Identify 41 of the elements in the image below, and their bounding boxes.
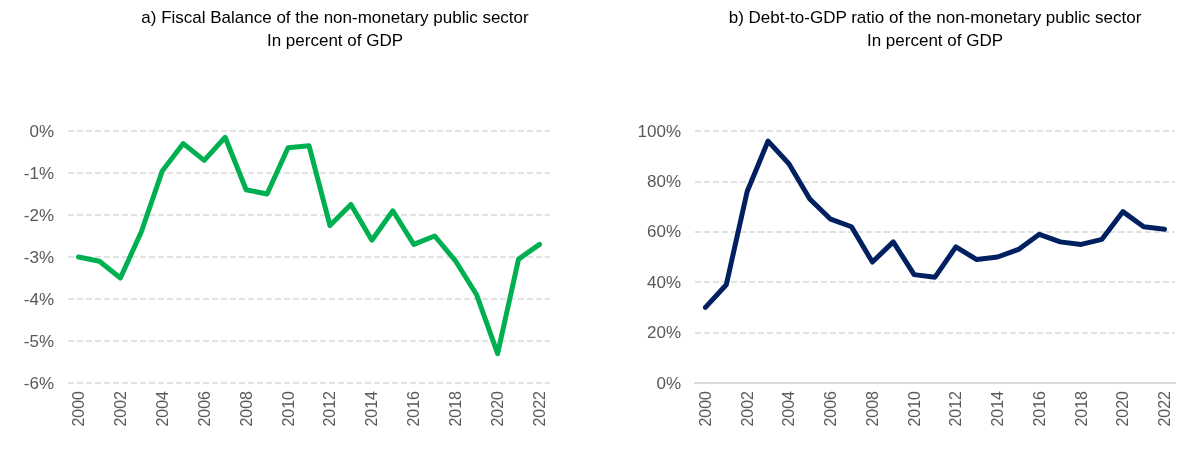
x-tick-label: 2000 — [696, 390, 714, 427]
y-tick-label: -5% — [23, 331, 54, 351]
x-tick-label: 2016 — [1030, 390, 1048, 427]
y-tick-label: -1% — [23, 163, 54, 183]
x-tick-label: 2020 — [1114, 390, 1132, 427]
x-tick-label: 2008 — [237, 390, 255, 427]
y-tick-label: -3% — [23, 247, 54, 267]
x-tick-label: 2002 — [111, 390, 129, 427]
y-tick-label: 60% — [646, 222, 681, 242]
y-tick-label: 40% — [646, 272, 681, 292]
x-tick-label: 2012 — [321, 390, 339, 427]
y-tick-label: -4% — [23, 289, 54, 309]
x-tick-label: 2022 — [531, 390, 549, 427]
x-tick-label: 2004 — [780, 390, 798, 427]
chart-subtitle: In percent of GDP — [266, 31, 404, 50]
y-tick-label: 20% — [646, 323, 681, 343]
y-tick-label: 100% — [637, 121, 681, 141]
x-tick-label: 2020 — [489, 390, 507, 427]
x-tick-label: 2014 — [989, 390, 1007, 427]
y-tick-label: 0% — [29, 121, 54, 141]
x-tick-label: 2018 — [1072, 390, 1090, 427]
y-tick-label: 0% — [656, 373, 681, 393]
x-tick-label: 2008 — [863, 390, 881, 427]
x-tick-label: 2010 — [279, 390, 297, 427]
x-tick-label: 2004 — [153, 390, 171, 427]
x-tick-label: 2012 — [947, 390, 965, 427]
x-tick-label: 2002 — [738, 390, 756, 427]
y-tick-label: 80% — [646, 171, 681, 191]
x-tick-label: 2006 — [195, 390, 213, 427]
y-tick-label: -6% — [23, 373, 54, 393]
chart-subtitle: In percent of GDP — [866, 31, 1004, 50]
chart-title: b) Debt-to-GDP ratio of the non-monetary public sector — [728, 8, 1142, 27]
x-tick-label: 2006 — [822, 390, 840, 427]
x-tick-label: 2022 — [1156, 390, 1174, 427]
x-tick-label: 2018 — [447, 390, 465, 427]
x-tick-label: 2014 — [363, 390, 381, 427]
x-tick-label: 2000 — [69, 390, 87, 427]
x-tick-label: 2010 — [905, 390, 923, 427]
x-tick-label: 2016 — [405, 390, 423, 427]
chart-title: a) Fiscal Balance of the non-monetary public sector — [141, 8, 530, 27]
y-tick-label: -2% — [23, 205, 54, 225]
